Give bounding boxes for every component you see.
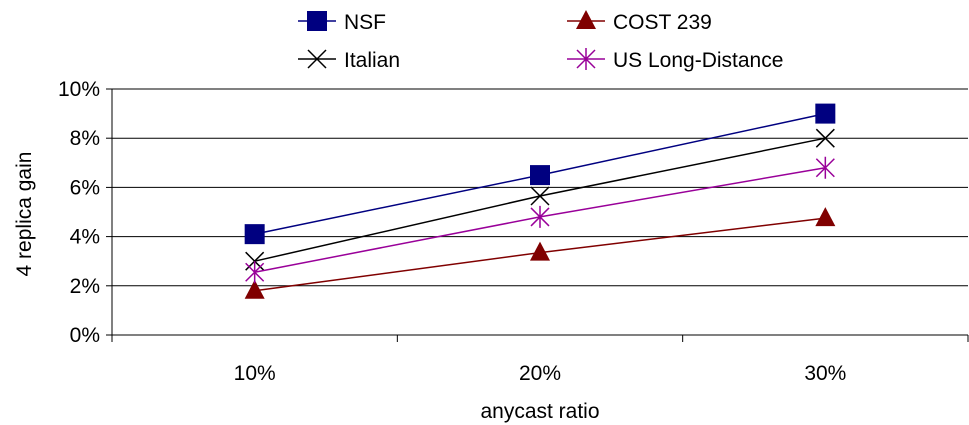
x-tick-label: 10% — [234, 362, 276, 385]
legend-item: US Long-Distance — [567, 48, 783, 72]
y-tick-label: 8% — [70, 127, 100, 150]
series-us-long-distance — [245, 156, 835, 284]
series-nsf — [244, 103, 836, 245]
data-point — [815, 128, 835, 148]
y-axis-title: 4 replica gain — [13, 152, 36, 277]
y-tick-label: 2% — [70, 275, 100, 298]
data-point — [530, 205, 550, 228]
data-point — [815, 156, 835, 179]
x-axis-title: anycast ratio — [480, 400, 599, 423]
series — [244, 103, 836, 299]
legend-marker — [576, 10, 596, 29]
data-point — [815, 103, 836, 124]
data-point — [244, 224, 265, 245]
axes — [106, 88, 969, 342]
data-point — [530, 186, 550, 206]
legend-label: US Long-Distance — [613, 49, 783, 72]
legend-label: Italian — [344, 49, 400, 72]
y-tick-label: 10% — [58, 78, 100, 101]
data-point — [815, 207, 836, 227]
legend-item: COST 239 — [567, 10, 712, 34]
data-point — [530, 241, 550, 261]
x-tick-label: 20% — [519, 362, 561, 385]
legend-marker — [576, 48, 596, 70]
x-tick-label: 30% — [804, 362, 846, 385]
data-point — [530, 165, 550, 186]
legend-marker — [307, 11, 327, 31]
legend-item: NSF — [298, 11, 386, 34]
legend: NSF COST 239 Italian US Long-Distance — [298, 10, 783, 72]
legend-label: COST 239 — [613, 11, 712, 34]
data-point — [244, 279, 265, 299]
y-tick-label: 6% — [70, 176, 100, 199]
data-point — [245, 261, 265, 284]
y-tick-label: 4% — [70, 226, 100, 249]
legend-item: Italian — [298, 49, 400, 72]
y-tick-labels: 0% 2% 4% 6% 8% 10% — [58, 78, 100, 347]
legend-marker — [307, 49, 327, 69]
x-tick-labels: 10% 20% 30% — [234, 362, 847, 385]
y-tick-label: 0% — [70, 324, 100, 347]
series-cost-239 — [244, 207, 836, 299]
legend-label: NSF — [344, 11, 386, 34]
